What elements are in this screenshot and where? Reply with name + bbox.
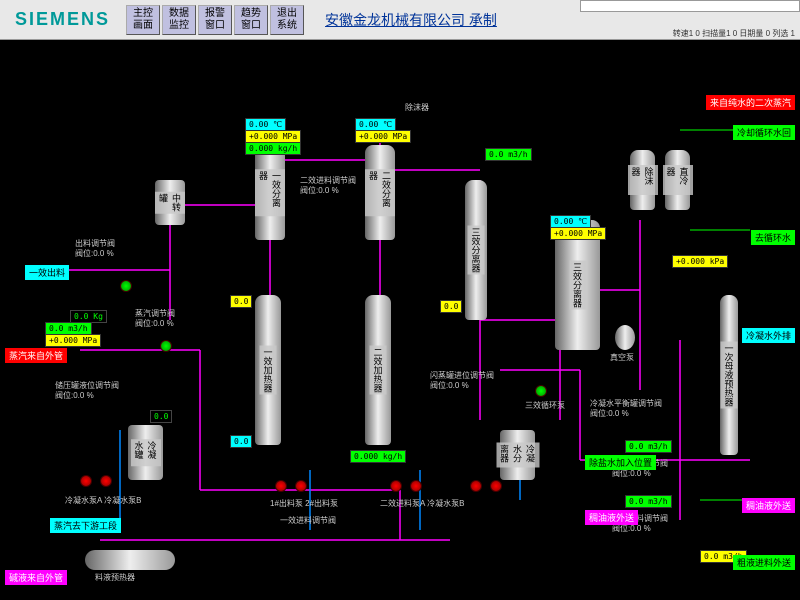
arrow-a7: 一效出料 [25,265,69,280]
arrow-a11: 除盐水加入位置 [585,455,656,470]
ruler [580,0,800,12]
valve-g1[interactable] [120,280,132,292]
pump-8[interactable] [490,480,502,492]
lbl-defoam2: 除沫器 [405,102,429,113]
pump-7[interactable] [470,480,482,492]
val-g2: 0.0 m3/h [625,495,672,508]
logo: SIEMENS [0,9,125,30]
label-vacpump: 真空泵 [610,352,634,363]
lbl-h8b: 阀位:0.0 % [590,408,629,419]
vessel-defoam: 除沫器 [630,150,655,210]
val-p2a: +0.000 MPa [355,130,411,143]
vessel-heater2: 二效加热器 [365,295,391,445]
page-title: 安徽金龙机械有限公司 承制 [325,10,497,30]
val-p4: +0.000 kPa [672,255,728,268]
btn-main[interactable]: 主控画面 [126,5,160,35]
lbl-h4b: 阀位:0.0 % [55,390,94,401]
vessel-cooler: 直冷器 [665,150,690,210]
btn-trend[interactable]: 趋势窗口 [234,5,268,35]
vessel-vacpump [615,325,635,350]
lbl-h2a: 阀位:0.0 % [75,248,114,259]
val-f2b: 0.0 [440,300,462,313]
valve-g2[interactable] [160,340,172,352]
lbl-h5: 冷凝水泵A 冷凝水泵B [65,495,141,506]
val-p3: +0.000 MPa [550,227,606,240]
arrow-a10: 蒸汽去下游工段 [50,518,121,533]
vessel-heater1: 一效加热器 [255,295,281,445]
btn-alarm[interactable]: 报警窗口 [198,5,232,35]
lbl-h13: 二效进料泵A 冷凝水泵B [380,498,464,509]
lbl-h3b: 阀位:0.0 % [135,318,174,329]
arrow-a6: 粗液进料外送 [733,555,795,570]
vessel-sep1: 一效分离器 [255,145,285,240]
pump-4[interactable] [295,480,307,492]
lbl-h7b: 阀位:0.0 % [430,380,469,391]
arrow-a5: 稠油液外送 [742,498,795,513]
btn-data[interactable]: 数据监控 [162,5,196,35]
pump-g3[interactable] [535,385,547,397]
val-f1: 0.000 kg/h [245,142,301,155]
pump-1[interactable] [80,475,92,487]
lbl-h6: 一效进料调节阀 [280,515,336,526]
pump-6[interactable] [410,480,422,492]
vessel-preheat2: 一次母液预热器 [720,295,738,455]
arrow-a4: 冷凝水外排 [742,328,795,343]
arrow-a8: 蒸汽来自外管 [5,348,67,363]
label-preheater: 料液预热器 [95,572,135,583]
status-text: 转速1 0 扫描量1 0 日期量 0 列选 1 [673,28,795,39]
lbl-h14: 三效循环泵 [525,400,565,411]
vessel-sep2: 二效分离器 [365,145,395,240]
arrow-a1: 来自纯水的二次蒸汽 [706,95,795,110]
arrow-a2: 冷却循环水回 [733,125,795,140]
pump-5[interactable] [390,480,402,492]
vessel-condtank: 冷凝水罐 [128,425,163,480]
pump-3[interactable] [275,480,287,492]
vessel-condsep: 冷凝水分离器 [500,430,535,480]
scada-canvas: 中转罐 一效分离器 二效分离器 三效分离器 三效分离器 除沫器 直冷器 一效加热… [0,40,800,600]
btn-exit[interactable]: 退出系统 [270,5,304,35]
vessel-preheater [85,550,175,570]
pump-2[interactable] [100,475,112,487]
val-f4a: 0.0 m3/h [485,148,532,161]
val-lvl: 0.0 [150,410,172,423]
vessel-sep3a: 三效分离器 [465,180,487,320]
arrow-a9: 碱液来自外管 [5,570,67,585]
val-g1: 0.0 m3/h [625,440,672,453]
arrow-a12: 稠油液外送 [585,510,638,525]
val-f2: 0.0 [230,295,252,308]
lbl-h12: 1#出料泵 2#出料泵 [270,498,338,509]
val-p2: +0.000 MPa [45,334,101,347]
pipes [0,40,800,600]
val-f3: 0.000 kg/h [350,450,406,463]
val-c1: 0.0 [230,435,252,448]
vessel-transfer: 中转罐 [155,180,185,225]
arrow-a3: 去循环水 [751,230,795,245]
lbl-h11b: 阀位:0.0 % [300,185,339,196]
